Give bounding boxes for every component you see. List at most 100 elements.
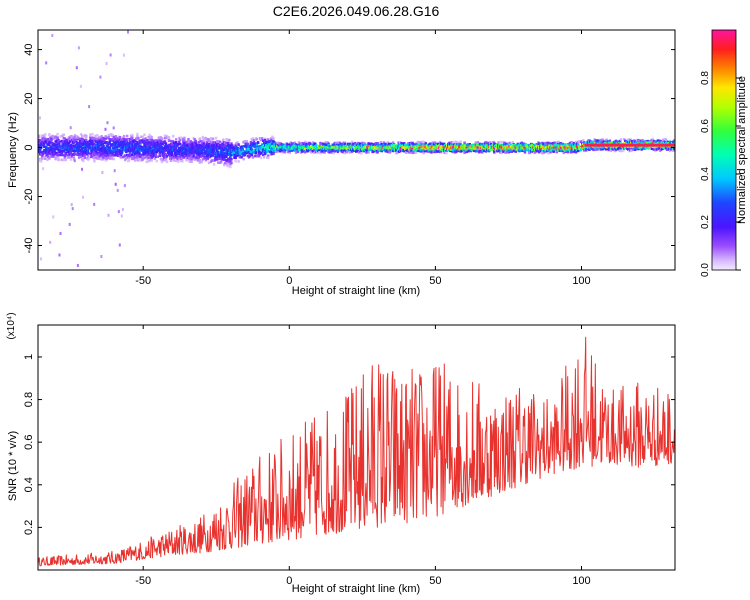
heatmap-cell xyxy=(463,151,466,154)
heatmap-cell xyxy=(384,143,388,147)
heatmap-cell xyxy=(562,151,565,155)
heatmap-cell xyxy=(71,207,74,211)
heatmap-cell xyxy=(143,156,146,160)
heatmap-cell xyxy=(226,139,229,142)
heatmap-cell xyxy=(654,140,658,143)
heatmap-cell xyxy=(588,148,591,151)
heatmap-cell xyxy=(248,152,252,155)
heatmap-cell xyxy=(90,153,93,157)
heatmap-cell xyxy=(175,141,178,144)
heatmap-cell xyxy=(324,149,327,152)
heatmap-cell xyxy=(209,137,213,140)
heatmap-cell xyxy=(105,157,108,160)
heatmap-cell xyxy=(79,145,83,148)
heatmap-cell xyxy=(238,154,241,157)
heatmap-cell xyxy=(113,145,117,149)
heatmap-cell xyxy=(136,134,139,138)
heatmap-cell xyxy=(108,138,111,141)
heatmap-cell xyxy=(41,154,44,157)
heatmap-cell xyxy=(63,156,66,159)
heatmap-cell xyxy=(84,156,87,159)
heatmap-cell xyxy=(663,140,667,144)
spectrogram-x-tick-label: 50 xyxy=(429,275,441,287)
heatmap-cell xyxy=(236,154,239,157)
heatmap-cell xyxy=(59,153,62,157)
heatmap-cell xyxy=(179,142,182,146)
heatmap-cell xyxy=(404,146,407,149)
heatmap-cell xyxy=(202,147,206,151)
heatmap-cell xyxy=(283,150,286,153)
heatmap-cell xyxy=(600,140,603,144)
heatmap-cell xyxy=(150,159,153,162)
heatmap-cell xyxy=(84,145,87,148)
heatmap-cell xyxy=(652,139,655,143)
heatmap-cell xyxy=(432,142,436,146)
heatmap-cell xyxy=(650,147,653,150)
heatmap-cell xyxy=(202,153,206,157)
heatmap-cell xyxy=(100,135,103,138)
heatmap-cell xyxy=(219,146,222,149)
heatmap-cell xyxy=(248,154,252,157)
heatmap-cell xyxy=(96,134,99,137)
heatmap-cell xyxy=(214,136,218,140)
heatmap-cell xyxy=(155,139,158,142)
heatmap-cell xyxy=(190,160,193,163)
heatmap-cell xyxy=(112,126,115,130)
heatmap-cell xyxy=(316,151,319,154)
heatmap-cell xyxy=(211,149,215,152)
heatmap-cell xyxy=(150,136,153,139)
heatmap-cell xyxy=(211,137,215,141)
heatmap-cell xyxy=(406,143,409,147)
heatmap-cell xyxy=(583,149,586,152)
heatmap-cell xyxy=(163,149,167,152)
heatmap-cell xyxy=(43,143,46,146)
heatmap-cell xyxy=(570,141,574,144)
heatmap-cell xyxy=(45,61,48,65)
heatmap-cell xyxy=(222,144,225,148)
heatmap-cell xyxy=(44,157,47,160)
heatmap-cell xyxy=(199,153,202,156)
heatmap-cell xyxy=(213,151,217,155)
heatmap-cell xyxy=(194,151,197,154)
heatmap-cell xyxy=(634,146,637,150)
heatmap-cell xyxy=(336,150,339,154)
heatmap-cell xyxy=(81,167,83,171)
heatmap-cell xyxy=(263,155,266,159)
heatmap-cell xyxy=(297,141,301,144)
heatmap-cell xyxy=(88,156,91,160)
heatmap-cell xyxy=(123,154,127,157)
heatmap-cell xyxy=(302,149,306,152)
heatmap-cell xyxy=(48,133,51,136)
spectrogram-x-tick-label: -50 xyxy=(135,275,151,287)
snr-x-tick-label: 50 xyxy=(429,575,441,587)
colorbar-label: Normalized spectral amplitude xyxy=(736,76,748,224)
heatmap-cell xyxy=(270,139,273,142)
heatmap-cell xyxy=(360,151,363,155)
snr-y-tick-label: 0.2 xyxy=(23,520,35,535)
heatmap-cell xyxy=(126,150,129,153)
heatmap-cell xyxy=(614,139,618,143)
heatmap-cell xyxy=(77,149,81,153)
heatmap-cell xyxy=(242,157,245,161)
heatmap-cell xyxy=(462,146,465,150)
heatmap-cell xyxy=(230,157,233,161)
heatmap-cell xyxy=(159,139,163,143)
heatmap-cell xyxy=(309,142,312,145)
heatmap-cell xyxy=(134,150,137,154)
heatmap-cell xyxy=(240,156,243,159)
heatmap-cell xyxy=(122,137,126,141)
heatmap-cell xyxy=(136,140,139,144)
heatmap-cell xyxy=(407,142,410,145)
heatmap-cell xyxy=(348,151,352,154)
heatmap-cell xyxy=(323,145,326,148)
heatmap-cell xyxy=(107,133,110,137)
heatmap-cell xyxy=(64,153,67,157)
heatmap-cell xyxy=(601,138,604,142)
heatmap-cell xyxy=(221,155,224,158)
heatmap-cell xyxy=(330,151,333,154)
heatmap-cell xyxy=(634,148,637,151)
heatmap-cell xyxy=(238,148,241,151)
heatmap-cell xyxy=(116,188,119,192)
heatmap-cell xyxy=(609,149,613,152)
